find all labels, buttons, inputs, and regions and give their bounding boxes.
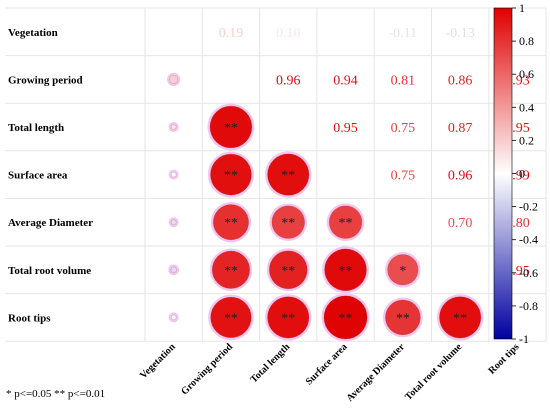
significance-mark-3-2: ** [281, 169, 295, 184]
coef-label-0-2: 0.10 [276, 26, 301, 41]
circle-5-3 [324, 248, 367, 292]
colorbar-tick-label-1: 0.8 [519, 34, 534, 48]
column-label-0: Vegetation [138, 341, 178, 381]
significance-mark-6-3: ** [339, 311, 353, 326]
colorbar-tick-label-3: 0.4 [519, 100, 534, 114]
coef-label-3-4: 0.75 [391, 169, 416, 184]
circle-6-5 [439, 296, 482, 339]
coef-label-0-3: 0.00 [333, 26, 358, 41]
circle-6-3 [323, 295, 368, 340]
significance-mark-4-3: ** [339, 216, 353, 231]
column-label-6: Root tips [486, 341, 521, 376]
significance-mark-3-1: ** [224, 169, 238, 184]
significance-mark-4-2: ** [281, 216, 295, 231]
row-label-1: Growing period [8, 74, 83, 86]
coef-label-0-1: 0.19 [219, 26, 244, 41]
significance-mark-5-3: ** [339, 264, 353, 279]
coef-label-2-5: 0.87 [448, 121, 473, 136]
cells: 0.19 0.10 0.00 -0.11 -0.13 0.030.96 0.94 0.81 0.… [167, 26, 530, 342]
row-label-5: Total root volume [8, 265, 91, 277]
significance-mark-6-1: ** [224, 311, 238, 326]
circle-3-2 [267, 153, 310, 196]
colorbar-tick-label-2: 0.6 [519, 67, 534, 81]
circle-6-0 [170, 314, 177, 321]
colorbar-tick-label-8: -0.6 [519, 266, 538, 280]
colorbar-gradient [493, 7, 513, 340]
coef-label-1-2: 0.96 [276, 73, 301, 88]
colorbar-tick-label-9: -0.8 [519, 299, 538, 313]
circle-6-4 [385, 299, 421, 336]
significance-mark-4-1: ** [224, 216, 238, 231]
significance-mark-5-1: ** [224, 264, 238, 279]
row-label-0: Vegetation [8, 27, 58, 39]
colorbar-tick-label-0: 1 [519, 1, 525, 15]
significance-note: * p<=0.05 ** p<=0.01 [6, 388, 106, 400]
coef-label-1-5: 0.86 [448, 73, 473, 88]
row-label-3: Surface area [8, 170, 68, 182]
colorbar-tick-label-4: 0.2 [519, 133, 534, 147]
circle-2-1 [209, 105, 253, 149]
grid-lines [5, 7, 547, 342]
circle-5-2 [268, 250, 308, 290]
significance-mark-2-1: ** [224, 121, 238, 136]
significance-mark-5-2: ** [281, 264, 295, 279]
circle-5-0 [170, 266, 177, 273]
circle-6-2 [267, 296, 310, 339]
significance-mark-6-4: ** [396, 311, 410, 326]
coef-label-0-5: -0.13 [446, 26, 475, 41]
circle-4-3 [328, 205, 363, 239]
circle-3-1 [210, 153, 252, 196]
coef-label-1-3: 0.94 [333, 73, 358, 88]
coef-label-4-5: 0.70 [448, 216, 473, 231]
circle-3-0 [170, 171, 177, 178]
row-label-2: Total length [8, 122, 64, 134]
row-label-4: Average Diameter [8, 217, 93, 229]
coef-label-0-4: -0.11 [389, 26, 418, 41]
column-label-3: Surface area [304, 342, 350, 388]
column-label-1: Growing period [179, 341, 235, 397]
column-label-4: Average Diameter [345, 341, 408, 404]
significance-mark-5-4: * [399, 264, 406, 279]
row-label-6: Root tips [8, 312, 51, 324]
circle-5-1 [211, 250, 250, 289]
colorbar-tick-label-7: -0.4 [519, 233, 538, 247]
colorbar-tick-label-10: -1 [519, 332, 529, 346]
coef-label-1-4: 0.81 [391, 73, 416, 88]
coef-label-2-3: 0.95 [333, 121, 358, 136]
circle-4-1 [212, 204, 249, 241]
colorbar: 1 0.8 0.6 0.4 0.2 0 -0.2 -0.4 -0.6 -0.8 -1 [493, 1, 538, 346]
circle-4-2 [271, 205, 305, 239]
circle-2-0 [170, 124, 177, 130]
coef-label-3-5: 0.96 [448, 169, 473, 184]
significance-mark-6-5: ** [453, 311, 467, 326]
circle-5-4 [387, 254, 419, 286]
circle-4-0 [170, 219, 177, 225]
coef-label-2-4: 0.75 [391, 121, 416, 136]
column-label-2: Total length [249, 341, 293, 385]
circle-1-0 [169, 74, 179, 84]
circle-6-1 [210, 296, 252, 338]
significance-mark-6-2: ** [281, 311, 295, 326]
colorbar-tick-label-6: -0.2 [519, 200, 538, 214]
row-labels: Vegetation Growing period Total length Surf… [8, 27, 93, 325]
column-label-5: Total root volume [403, 341, 465, 403]
column-labels: Vegetation Growing period Total length Surf… [138, 341, 522, 404]
colorbar-tick-label-5: 0 [519, 167, 525, 181]
